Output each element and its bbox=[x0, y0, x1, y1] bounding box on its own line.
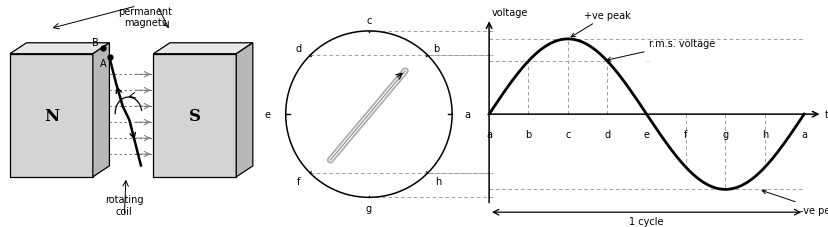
Text: S: S bbox=[189, 107, 200, 124]
Polygon shape bbox=[153, 44, 253, 54]
Text: rotating
coil: rotating coil bbox=[105, 194, 143, 216]
Text: g: g bbox=[365, 203, 372, 213]
Text: a: a bbox=[485, 129, 492, 139]
Text: g: g bbox=[721, 129, 728, 139]
Text: a: a bbox=[464, 110, 469, 120]
Text: B: B bbox=[92, 38, 99, 48]
Text: +ve peak: +ve peak bbox=[570, 10, 630, 38]
Text: permanent
magnets: permanent magnets bbox=[118, 7, 172, 28]
Text: e: e bbox=[643, 129, 649, 139]
Polygon shape bbox=[153, 54, 236, 177]
Text: voltage: voltage bbox=[491, 8, 527, 18]
Text: c: c bbox=[565, 129, 570, 139]
Text: f: f bbox=[296, 176, 300, 186]
Text: r.m.s. voltage: r.m.s. voltage bbox=[606, 39, 714, 62]
Text: time: time bbox=[824, 110, 828, 120]
Polygon shape bbox=[10, 54, 93, 177]
Text: e: e bbox=[264, 110, 270, 120]
Text: h: h bbox=[761, 129, 767, 139]
Text: a: a bbox=[800, 129, 806, 139]
Text: b: b bbox=[432, 44, 439, 54]
Text: b: b bbox=[525, 129, 531, 139]
Text: 1 cycle: 1 cycle bbox=[628, 216, 663, 226]
Text: c: c bbox=[366, 16, 371, 26]
Text: f: f bbox=[683, 129, 687, 139]
Text: N: N bbox=[44, 107, 59, 124]
Text: d: d bbox=[604, 129, 609, 139]
Text: d: d bbox=[295, 44, 301, 54]
Polygon shape bbox=[10, 44, 109, 54]
Text: h: h bbox=[435, 176, 441, 186]
Text: -ve peak: -ve peak bbox=[761, 190, 828, 215]
Polygon shape bbox=[93, 44, 109, 177]
Text: A: A bbox=[99, 59, 106, 69]
Polygon shape bbox=[236, 44, 253, 177]
